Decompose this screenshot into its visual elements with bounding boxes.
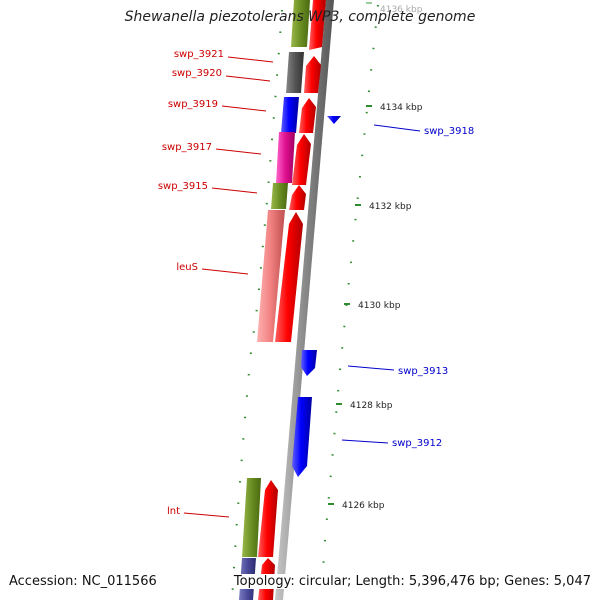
label-leader bbox=[225, 75, 271, 82]
category-block bbox=[286, 52, 304, 93]
gene-arrow[interactable] bbox=[309, 0, 326, 50]
kbp-ticks: 4136 kbp 4134 kbp 4132 kbp 4130 kbp 4128… bbox=[328, 2, 423, 511]
category-block bbox=[242, 478, 261, 557]
gene-arrow[interactable] bbox=[304, 56, 321, 93]
gene-arrow[interactable] bbox=[299, 98, 316, 133]
right-gene-labels: swp_3918 swp_3913 swp_3912 bbox=[341, 124, 474, 449]
tick-label: 4128 kbp bbox=[350, 401, 393, 411]
gene-label[interactable]: swp_3917 bbox=[162, 142, 212, 153]
tick-label: 4136 kbp bbox=[380, 5, 423, 15]
gene-label[interactable]: swp_3913 bbox=[398, 366, 448, 377]
gene-arrow[interactable] bbox=[275, 212, 303, 342]
gene-arrow[interactable] bbox=[258, 480, 278, 557]
label-leader bbox=[227, 56, 274, 63]
label-leader bbox=[373, 124, 421, 132]
tick-label: 4130 kbp bbox=[358, 301, 401, 311]
gene-arrow[interactable] bbox=[292, 134, 311, 185]
category-block bbox=[257, 210, 285, 342]
tick-label: 4126 kbp bbox=[342, 501, 385, 511]
category-block bbox=[271, 183, 288, 209]
gene-arrow[interactable] bbox=[292, 397, 312, 477]
label-leader bbox=[215, 148, 262, 155]
genome-backbone bbox=[275, 0, 334, 600]
label-leader bbox=[221, 105, 267, 112]
minus-strand-genes bbox=[292, 116, 341, 477]
accession-text: Accession: NC_011566 bbox=[9, 574, 157, 589]
gene-arrow[interactable] bbox=[327, 116, 341, 124]
plus-strand-genes bbox=[258, 0, 326, 600]
label-leader bbox=[341, 439, 389, 444]
tick-label: 4132 kbp bbox=[369, 202, 412, 212]
genome-title: Shewanella piezotolerans WP3, complete g… bbox=[124, 9, 476, 25]
category-block bbox=[276, 132, 295, 183]
label-leader bbox=[347, 365, 395, 371]
gene-label[interactable]: swp_3912 bbox=[392, 438, 442, 449]
left-gene-labels: swp_3921 swp_3920 swp_3919 swp_3917 swp_… bbox=[158, 49, 274, 518]
gene-arrow[interactable] bbox=[301, 350, 317, 376]
gene-arrow[interactable] bbox=[289, 185, 306, 210]
label-leader bbox=[211, 187, 258, 194]
category-block bbox=[281, 97, 299, 133]
gene-label[interactable]: swp_3915 bbox=[158, 181, 208, 192]
label-leader bbox=[183, 512, 230, 518]
category-block bbox=[291, 0, 310, 47]
gene-label[interactable]: swp_3919 bbox=[168, 99, 218, 110]
gene-label[interactable]: lnt bbox=[167, 506, 180, 517]
category-track bbox=[239, 0, 310, 600]
gene-label[interactable]: swp_3920 bbox=[172, 68, 222, 79]
genome-summary-text: Topology: circular; Length: 5,396,476 bp… bbox=[233, 574, 591, 589]
gene-label[interactable]: leuS bbox=[176, 262, 198, 273]
label-leader bbox=[201, 268, 249, 275]
gene-label[interactable]: swp_3918 bbox=[424, 126, 474, 137]
tick-label: 4134 kbp bbox=[380, 103, 423, 113]
gene-label[interactable]: swp_3921 bbox=[174, 49, 224, 60]
